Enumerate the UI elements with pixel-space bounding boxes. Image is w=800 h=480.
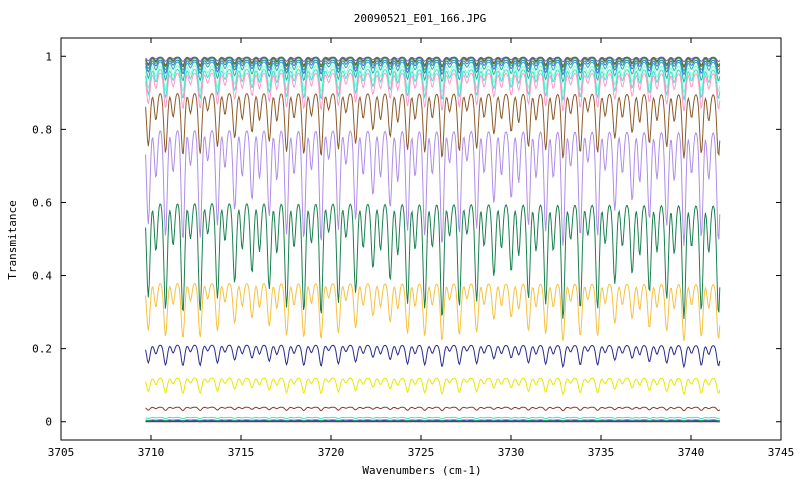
x-tick-label: 3740	[678, 446, 705, 459]
series-layer	[145, 56, 721, 423]
series-line	[145, 282, 721, 342]
series-line	[145, 65, 721, 95]
series-line	[145, 129, 721, 246]
y-tick-label: 0.2	[32, 343, 52, 356]
y-axis-label: Transmitance	[6, 200, 19, 279]
x-tick-label: 3725	[408, 446, 435, 459]
series-line	[145, 377, 721, 396]
series-line	[145, 61, 721, 84]
y-axis: 0 0.2 0.4 0.6 0.8 1	[32, 50, 781, 429]
series-line	[145, 56, 721, 63]
chart-title: 20090521_E01_166.JPG	[354, 12, 486, 25]
y-tick-label: 0.6	[32, 196, 52, 209]
series-line	[145, 72, 721, 112]
series-line	[145, 59, 721, 76]
x-axis-label: Wavenumbers (cm-1)	[362, 464, 481, 477]
series-line	[145, 202, 721, 320]
series-line	[145, 57, 721, 69]
x-tick-label: 3710	[138, 446, 165, 459]
series-line	[145, 406, 721, 412]
series-line	[145, 68, 721, 102]
x-tick-label: 3720	[318, 446, 345, 459]
series-line	[145, 416, 720, 420]
series-line	[145, 344, 721, 369]
y-tick-label: 0.4	[32, 270, 52, 283]
x-tick-label: 3745	[768, 446, 795, 459]
x-tick-label: 3735	[588, 446, 615, 459]
series-line	[145, 419, 720, 422]
y-tick-label: 0.8	[32, 123, 52, 136]
y-tick-label: 1	[45, 50, 52, 63]
y-tick-label: 0	[45, 416, 52, 429]
x-tick-label: 3730	[498, 446, 525, 459]
x-tick-label: 3705	[48, 446, 75, 459]
x-tick-label: 3715	[228, 446, 255, 459]
x-axis: 3705 3710 3715 3720 3725 3730 3735 3740 3745	[48, 38, 795, 459]
series-line	[145, 57, 721, 72]
series-line	[145, 92, 721, 159]
